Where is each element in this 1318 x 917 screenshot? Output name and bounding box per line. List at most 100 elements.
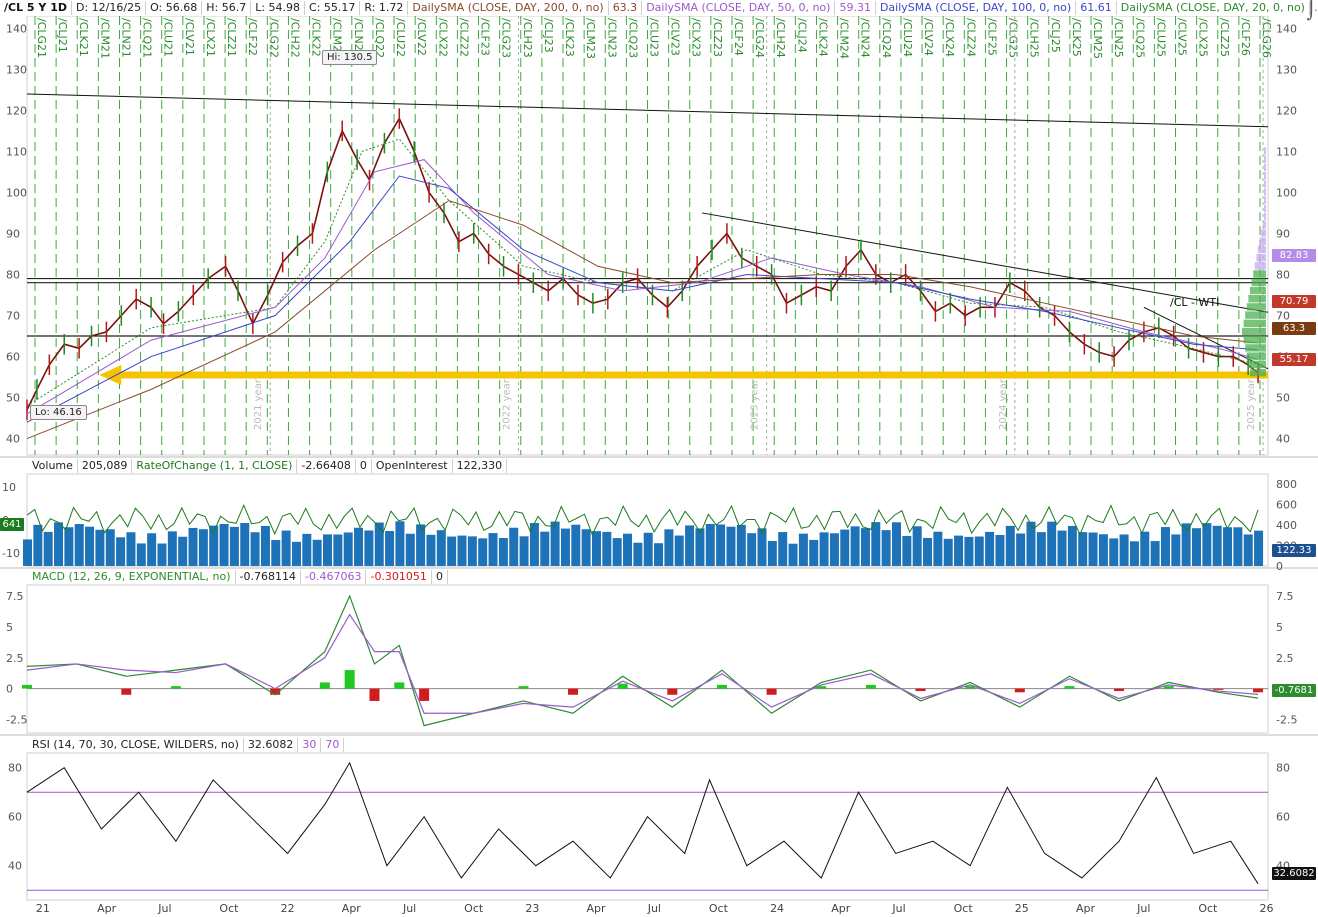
macd-histogram-bar [518,686,529,689]
series-sma50 [26,159,1259,415]
volume-bar [1212,525,1222,566]
sma200-legend[interactable]: DailySMA (CLOSE, DAY, 200, 0, no) [408,1,609,15]
contract-label: /CLN21 [119,18,132,58]
roc-line [26,503,1259,536]
volume-profile-bar [1264,196,1266,204]
volume-bar [219,523,229,566]
volume-profile-bar [1264,147,1266,155]
sma20-legend[interactable]: DailySMA (CLOSE, DAY, 20, 0, no) [1117,1,1310,15]
x-tick-label: Oct [709,902,729,915]
macd-tick-left: 5 [6,621,13,634]
volume-bar [954,535,964,566]
volume-bar [54,522,64,566]
volume-bar [788,543,798,566]
contract-label: /CLX25 [1197,18,1210,57]
macd-histogram-bar [1014,688,1025,693]
volume-profile-bar [1246,352,1266,360]
volume-bar [933,531,943,566]
contract-label: /CLF26 [1239,18,1252,56]
volume-bar [974,536,984,566]
year-mark: 2025 year [1246,378,1257,430]
volume-bar [778,532,788,566]
volume-bar [550,521,560,566]
volume-bar [1233,527,1243,566]
volume-bar [860,528,870,566]
volume-bar [705,523,715,566]
contract-label: /CLZ25 [1218,18,1231,57]
symbol-label[interactable]: /CL 5 Y 1D [0,1,72,15]
sma100-legend[interactable]: DailySMA (CLOSE, DAY, 100, 0, no) [876,1,1077,15]
macd-tick-left: 7.5 [6,590,24,603]
volume-bar [1160,527,1170,566]
volume-bar [364,530,374,566]
volume-profile-bar [1248,294,1266,303]
contract-label: /CLG21 [35,18,48,58]
volume-bar [436,530,446,566]
contract-label: /CLF23 [479,18,492,56]
series-sma20 [26,138,1259,407]
macd-histogram-bar [369,688,380,701]
macd-zero: 0 [432,570,448,584]
contract-label: /CLH25 [1028,18,1041,58]
macd-tag: -0.7681 [1272,684,1316,697]
roc-legend[interactable]: RateOfChange (1, 1, CLOSE) [132,459,298,473]
volume-bar [447,536,457,566]
x-tick-label: 25 [1015,902,1029,915]
macd-histogram-bar [1114,688,1125,692]
volume-bar [1088,532,1098,566]
contract-label: /CLQ22 [373,18,386,58]
volume-bar [395,521,405,566]
contract-label: /CLQ24 [880,18,893,58]
scale-icon[interactable]: ⌡ [1306,0,1316,21]
sma100-value: 61.61 [1076,1,1117,15]
volume-bar [829,533,839,566]
x-tick-label: Jul [1136,902,1150,915]
volume-bar [250,532,260,566]
x-tick-label: Jul [647,902,661,915]
contract-label: /CLV22 [415,18,428,56]
roc-tag: 641 [0,518,24,531]
sma50-legend[interactable]: DailySMA (CLOSE, DAY, 50, 0, no) [642,1,836,15]
volume-bar [643,532,653,566]
volume-profile-bar [1264,188,1266,196]
volume-bar [664,529,674,566]
rsi-tick-left: 40 [8,860,22,873]
macd-histogram-bar [1163,686,1174,689]
macd-diff: -0.301051 [366,570,432,584]
volume-profile-bar [1258,245,1266,254]
volume-bar [798,533,808,566]
pane-frame-price [26,15,1269,456]
price-tick-left: 120 [6,104,27,117]
rsi-legend[interactable]: RSI (14, 70, 30, CLOSE, WILDERS, no) [28,738,244,752]
volume-bar [343,532,353,566]
macd-avg-line [26,613,1259,714]
macd-histogram-bar [766,688,777,695]
oi-legend[interactable]: OpenInterest [372,459,453,473]
volume-bar [633,542,643,566]
macd-histogram-bar [1213,688,1224,690]
macd-legend[interactable]: MACD (12, 26, 9, EXPONENTIAL, no) [28,570,236,584]
contract-label: /CLK25 [1070,18,1083,57]
volume-bar [767,541,777,566]
volume-tag: 122.33 [1272,544,1316,557]
macd-histogram-bar [965,686,976,689]
volume-bar [23,539,32,566]
price-tick-right: 80 [1276,268,1290,281]
rsi-tick-left: 60 [8,811,22,824]
range-label: R: 1.72 [360,1,409,15]
volume-bar [157,543,167,566]
volume-bar [1150,541,1160,566]
volume-bar [757,528,767,566]
price-tag-63: 63.3 [1272,322,1316,335]
volume-bar [147,533,157,566]
price-tick-left: 110 [6,145,27,158]
volume-bar [591,531,601,566]
price-tick-left: 130 [6,63,27,76]
contract-label: /CLJ24 [795,18,808,53]
macd-histogram-bar [865,684,876,689]
volume-bar [291,541,301,566]
price-tag-82: 82.83 [1272,249,1316,262]
roc-value: -2.66408 [297,459,356,473]
contract-label: /CLZ22 [457,18,470,57]
volume-legend[interactable]: Volume [28,459,78,473]
